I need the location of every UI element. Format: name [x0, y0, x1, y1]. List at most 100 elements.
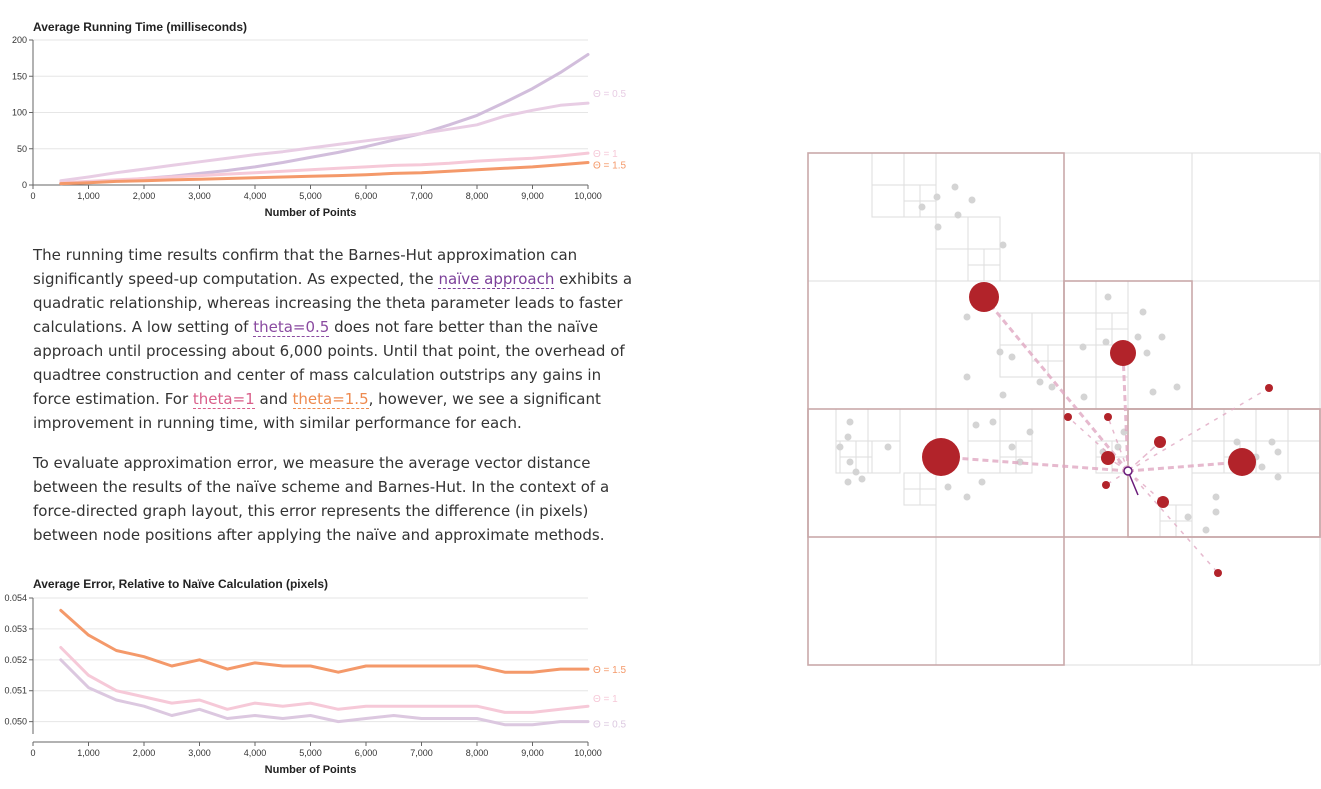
point: [963, 313, 971, 321]
series-line: [59, 646, 590, 714]
point: [934, 223, 942, 231]
series-label: Θ = 1: [593, 694, 618, 705]
point: [1233, 438, 1241, 446]
x-tick-label: 2,000: [133, 748, 156, 758]
point: [1143, 349, 1151, 357]
y-tick-label: 0.054: [4, 593, 27, 603]
x-tick-label: 4,000: [244, 191, 267, 201]
x-axis-label: Number of Points: [265, 764, 357, 776]
center-of-mass: [969, 282, 999, 312]
point: [846, 458, 854, 466]
link-theta-1[interactable]: theta=1: [192, 390, 255, 409]
series-line: [59, 101, 590, 183]
point: [996, 348, 1004, 356]
link-theta-0-5[interactable]: theta=0.5: [253, 318, 330, 337]
x-tick-label: 9,000: [521, 191, 544, 201]
point: [852, 468, 860, 476]
point: [1102, 338, 1110, 346]
center-of-mass: [1104, 413, 1112, 421]
point: [968, 196, 976, 204]
x-tick-label: 7,000: [410, 748, 433, 758]
y-tick-label: 0: [22, 180, 27, 190]
series-line: [59, 161, 590, 186]
force-line: [1127, 470, 1164, 503]
center-of-mass: [1154, 436, 1166, 448]
point: [954, 211, 962, 219]
point: [999, 241, 1007, 249]
point: [1268, 438, 1276, 446]
point: [972, 421, 980, 429]
point: [1212, 508, 1220, 516]
p1-text-2: exhibits a quadratic relationship, where…: [33, 270, 633, 336]
paragraph-error: To evaluate approximation error, we meas…: [33, 454, 610, 544]
center-of-mass: [922, 438, 960, 476]
quadtree-illustration: [807, 152, 1321, 666]
running-time-chart: Average Running Time (milliseconds) 0 50 10…: [12, 20, 627, 219]
x-tick-label: 6,000: [355, 748, 378, 758]
results-text: The running time results confirm that th…: [33, 243, 638, 547]
link-naive-approach[interactable]: naïve approach: [438, 270, 555, 289]
force-line: [1127, 460, 1243, 473]
x-tick-label: 1,000: [77, 748, 100, 758]
y-tick-label: 50: [17, 144, 27, 154]
series-label: Θ = 0.5: [593, 89, 627, 100]
y-tick-label: 0.051: [4, 686, 27, 696]
series-label: Θ = 1.5: [593, 161, 627, 172]
point: [1212, 493, 1220, 501]
x-tick-label: 2,000: [133, 191, 156, 201]
point: [918, 203, 926, 211]
y-tick-label: 0.053: [4, 624, 27, 634]
x-tick-label: 9,000: [521, 748, 544, 758]
x-tick-label: 4,000: [244, 748, 267, 758]
y-tick-label: 0.050: [4, 717, 27, 727]
x-tick-label: 8,000: [466, 191, 489, 201]
link-theta-1-5[interactable]: theta=1.5: [292, 390, 369, 409]
series-label: Θ = 1.5: [593, 665, 627, 676]
point: [989, 418, 997, 426]
point: [951, 183, 959, 191]
point: [1184, 513, 1192, 521]
y-tick-label: 0.052: [4, 655, 27, 665]
x-tick-label: 5,000: [299, 748, 322, 758]
center-of-mass: [1064, 413, 1072, 421]
series-line: [59, 658, 590, 727]
point: [1274, 448, 1282, 456]
point: [1016, 458, 1024, 466]
point: [933, 193, 941, 201]
p1-text-5: , however, we see a significant improvem…: [33, 390, 601, 432]
point: [978, 478, 986, 486]
point: [844, 478, 852, 486]
x-tick-label: 3,000: [188, 748, 211, 758]
point: [963, 373, 971, 381]
target-node: [1123, 466, 1133, 476]
x-tick-label: 10,000: [574, 748, 602, 758]
x-tick-label: 8,000: [466, 748, 489, 758]
center-of-mass: [1110, 340, 1136, 366]
point: [1008, 443, 1016, 451]
point: [844, 433, 852, 441]
y-tick-label: 100: [12, 108, 27, 118]
force-line: [1127, 387, 1270, 472]
point: [944, 483, 952, 491]
point: [1036, 378, 1044, 386]
point: [846, 418, 854, 426]
chart-title: Average Running Time (milliseconds): [33, 20, 247, 34]
point: [1258, 463, 1266, 471]
x-tick-label: 1,000: [77, 191, 100, 201]
point: [836, 443, 844, 451]
point: [1149, 388, 1157, 396]
force-line: [1067, 416, 1129, 472]
point: [1202, 526, 1210, 534]
point: [1079, 343, 1087, 351]
force-line: [982, 296, 1130, 472]
point: [999, 391, 1007, 399]
x-tick-label: 6,000: [355, 191, 378, 201]
x-tick-label: 0: [30, 191, 35, 201]
center-of-mass: [1101, 451, 1115, 465]
point: [858, 475, 866, 483]
point: [1158, 333, 1166, 341]
x-tick-label: 3,000: [188, 191, 211, 201]
point: [1134, 333, 1142, 341]
series-label: Θ = 1: [593, 149, 618, 160]
paragraph-running-time: The running time results confirm that th…: [33, 243, 638, 435]
